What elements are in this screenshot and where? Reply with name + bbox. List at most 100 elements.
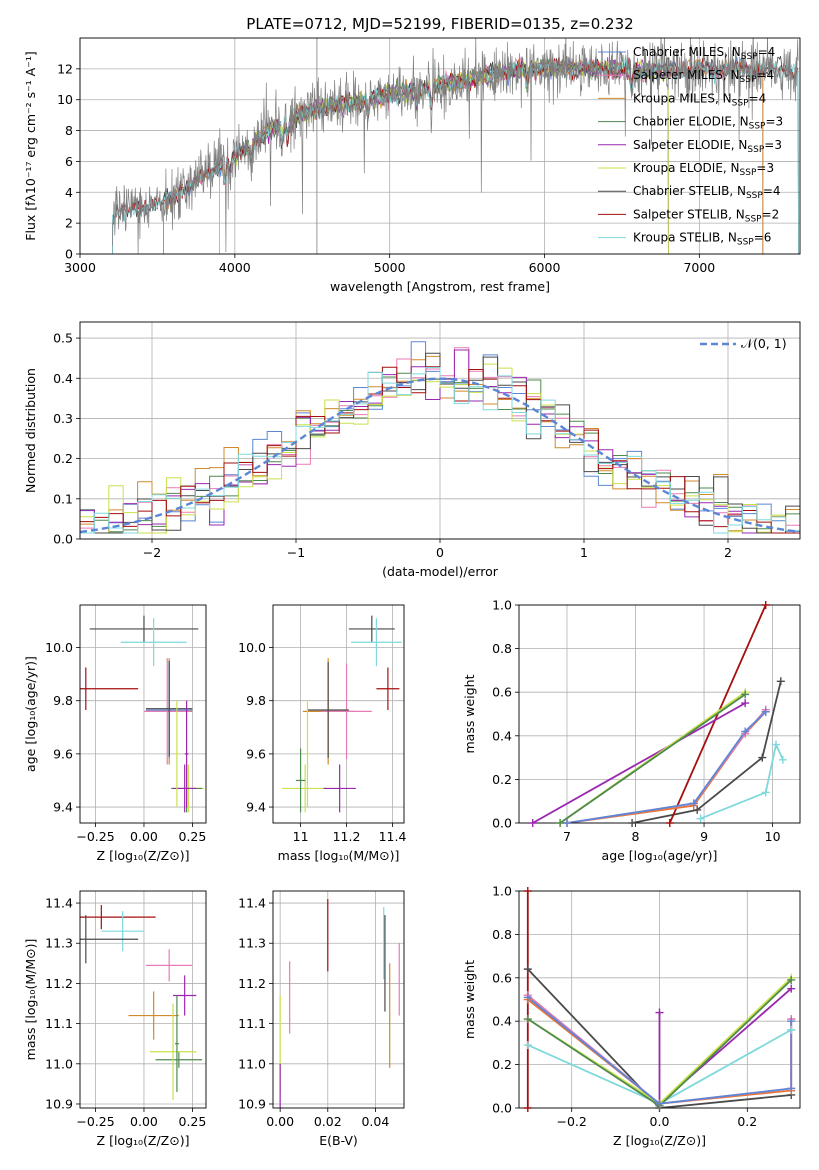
x-tick-label: 4000 [219, 260, 251, 275]
y-tick-label: 9.4 [246, 800, 266, 815]
y-tick-label: 9.6 [246, 746, 266, 761]
x-tick-label: 0.0 [650, 1114, 670, 1129]
plot-area [279, 899, 400, 1108]
plot-area [112, 38, 799, 254]
x-tick-label: 11.2 [333, 829, 361, 844]
weight-marker [761, 601, 770, 609]
x-axis-label: (data-model)/error [382, 564, 499, 579]
axes-frame [272, 604, 405, 824]
weight-marker [787, 975, 796, 984]
x-tick-label: 0.02 [314, 1114, 342, 1129]
y-axis-label: Normed distribution [23, 368, 38, 493]
weight-marker [741, 690, 750, 699]
normal-curve [80, 377, 798, 534]
y-tick-label: 12 [57, 61, 73, 76]
y-tick-label: 9.6 [53, 746, 73, 761]
observed-spectrum [112, 38, 799, 254]
x-tick-label: 7000 [683, 260, 715, 275]
legend-entry: Salpeter STELIB, NSSP=2 [633, 207, 779, 224]
weight-line [566, 711, 767, 823]
panel-spectrum: 3000 4000 5000 6000 7000 0 2 4 6 8 10 12 wavelength … [23, 37, 801, 294]
y-tick-label: 0.2 [53, 451, 73, 466]
y-tick-label: 0.0 [492, 1101, 512, 1116]
legend-entry: Salpeter MILES, NSSP=4 [633, 68, 774, 85]
weight-line [566, 711, 767, 823]
x-tick-label: 5000 [374, 260, 406, 275]
x-tick-label: 2 [724, 545, 732, 560]
panel-residuals: −2 −1 0 1 2 0.0 0.1 0.2 0.3 0.4 0.5 (data-model)/er… [23, 321, 801, 579]
y-tick-label: 0.4 [53, 371, 73, 386]
weight-marker [693, 805, 702, 814]
weight-marker [761, 707, 770, 716]
x-tick-label: 0.00 [130, 1114, 158, 1129]
y-tick-label: 11.4 [45, 896, 73, 911]
y-tick-label: 0.8 [492, 927, 512, 942]
weight-marker [562, 819, 571, 827]
weight-marker [787, 1084, 796, 1093]
x-tick-label: 11 [293, 829, 309, 844]
x-axis-label: age [log₁₀(age/yr)] [602, 848, 718, 863]
y-tick-label: 0 [65, 247, 73, 262]
axes-frame [518, 604, 801, 824]
panel-age_vs_mass: 11 11.2 11.4 9.4 9.6 9.8 10.0 mass [log₁₀(M/M⊙)… [238, 604, 407, 863]
weight-line [559, 693, 746, 823]
y-tick-label: 11.3 [238, 936, 266, 951]
histogram-step [80, 367, 800, 539]
x-tick-label: 0.00 [266, 1114, 294, 1129]
y-tick-label: 0.8 [492, 641, 512, 656]
plot-area [80, 615, 205, 813]
weight-marker [787, 1025, 796, 1034]
x-axis-label: Z [log₁₀(Z/Z⊙)] [97, 848, 190, 863]
y-tick-label: 10.9 [45, 1096, 73, 1111]
x-tick-label: 6000 [529, 260, 561, 275]
x-axis-label: wavelength [Angstrom, rest frame] [330, 279, 550, 294]
x-tick-label: −1 [287, 545, 305, 560]
y-tick-label: 0.6 [492, 970, 512, 985]
y-tick-label: 11.2 [45, 976, 73, 991]
y-tick-label: 10.9 [238, 1096, 266, 1111]
grid [519, 604, 800, 824]
y-tick-label: 0.5 [53, 331, 73, 346]
y-tick-label: 8 [65, 123, 73, 138]
x-axis-label: Z [log₁₀(Z/Z⊙)] [613, 1133, 706, 1148]
x-tick-label: 0.25 [179, 1114, 207, 1129]
x-tick-label: 7 [563, 829, 571, 844]
plot-area [80, 905, 203, 1100]
weight-marker [776, 677, 785, 686]
weight-line [631, 681, 782, 823]
y-tick-label: 0.0 [492, 816, 512, 831]
y-tick-label: 11.4 [238, 896, 266, 911]
panel-mass_vs_ebv: 0.00 0.02 0.04 10.9 11.0 11.1 11.2 11.3 11.4 E(B-… [238, 890, 405, 1148]
y-tick-label: 9.4 [53, 800, 73, 815]
axes-frame [79, 321, 801, 540]
weight-marker [556, 819, 565, 827]
plot-area [532, 605, 784, 823]
weight-marker [772, 740, 781, 749]
weight-marker [741, 727, 750, 736]
y-tick-label: 10 [57, 92, 73, 107]
weight-line [527, 968, 792, 1108]
x-tick-label: 9 [700, 829, 708, 844]
legend-entry: Kroupa STELIB, NSSP=6 [633, 231, 771, 248]
x-axis-label: E(B-V) [319, 1133, 358, 1148]
weight-marker [523, 965, 532, 974]
grid [273, 605, 404, 823]
weight-marker [741, 699, 750, 708]
y-axis-label: Flux [fλ10⁻¹⁷ erg cm⁻² s⁻¹ A⁻¹] [23, 51, 38, 240]
x-tick-label: 11.4 [379, 829, 407, 844]
y-tick-label: 0.4 [492, 1014, 512, 1029]
y-axis-label: age [log₁₀(age/yr)] [23, 656, 38, 772]
y-tick-label: 0.4 [492, 728, 512, 743]
legend-entry: 𝒩(0, 1) [741, 336, 787, 351]
weight-marker [523, 887, 532, 895]
y-tick-label: 1.0 [492, 884, 512, 899]
x-tick-label: −0.2 [557, 1114, 587, 1129]
plot-area [282, 615, 402, 813]
panel-weight_vs_age: 7 8 9 10 0.0 0.2 0.4 0.6 0.8 1.0 age [log₁₀(age/yr… [462, 598, 801, 863]
panel-weight_vs_Z: −0.2 0.0 0.2 0.0 0.2 0.4 0.6 0.8 1.0 Z [log₁₀(Z/Z… [462, 884, 801, 1148]
weight-marker [628, 819, 637, 827]
weight-marker [665, 819, 674, 827]
weight-marker [758, 753, 767, 762]
weight-marker [689, 799, 698, 808]
